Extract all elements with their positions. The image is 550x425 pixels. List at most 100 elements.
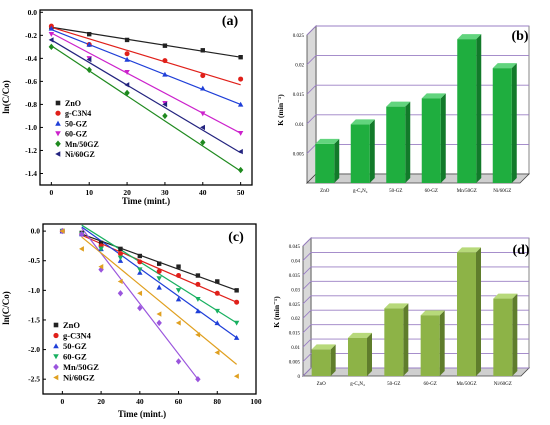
panel-b-label: (b)	[511, 29, 528, 44]
legend-label: 60-GZ	[63, 352, 87, 362]
bar	[350, 124, 370, 183]
fit-line	[51, 32, 241, 134]
bar	[492, 68, 512, 183]
data-point	[124, 89, 130, 97]
category-label: 60-GZ	[425, 189, 438, 194]
data-point	[137, 253, 143, 259]
x-tick-label: 20	[123, 188, 131, 197]
data-point	[79, 246, 84, 252]
panel-a-xlabel: Time (mint.)	[122, 196, 170, 206]
category-label: Ni/60GZ	[493, 189, 511, 194]
panel-a-ylabel: ln(C/Co)	[1, 80, 11, 114]
x-tick-label: 30	[161, 188, 169, 197]
panel-b-ylabel: K (min⁻¹)	[276, 94, 285, 126]
legend-marker	[55, 100, 61, 106]
data-point	[79, 230, 85, 238]
y-tick-label: -2.0	[28, 345, 40, 354]
legend-marker	[53, 363, 59, 371]
gridline	[302, 309, 529, 319]
legend-label: g-C3N4	[63, 331, 92, 341]
legend-label: Mn/50GZ	[65, 140, 99, 149]
data-point	[137, 259, 143, 265]
panel-a-plot-frame	[39, 9, 253, 186]
panel-d-bar-chart: K (min⁻¹) (d) 0 0.005 0.01 0.015 0.02 0.025 0.…	[272, 237, 530, 387]
y-tick-label: -1.5	[28, 315, 40, 324]
y-tick-label: -1.2	[25, 146, 37, 155]
bar	[315, 143, 335, 183]
bar-top	[420, 310, 445, 316]
data-point	[86, 56, 92, 63]
y-tick-label: 0.045	[289, 245, 301, 250]
data-point	[86, 41, 92, 47]
y-tick-label: 0.015	[293, 93, 305, 98]
gridline	[302, 324, 529, 333]
data-point	[200, 139, 206, 146]
data-point	[215, 279, 220, 284]
bar-top	[457, 247, 481, 253]
data-point	[118, 246, 123, 252]
bar-side	[405, 101, 411, 183]
x-tick-label: 0	[49, 188, 53, 197]
panel-c-plot-frame	[42, 223, 257, 395]
data-point	[195, 375, 201, 383]
x-tick-label: 100	[250, 397, 262, 406]
bar	[386, 106, 406, 183]
gridline	[302, 338, 529, 348]
bar-side	[476, 247, 481, 376]
panel-c-ylabel: ln(C/Co)	[1, 291, 11, 325]
data-point	[156, 276, 162, 282]
y-tick-label: -1.4	[25, 169, 37, 178]
fit-line	[51, 26, 241, 58]
data-point	[200, 85, 206, 91]
data-point	[137, 290, 143, 297]
x-tick-label: 0	[60, 397, 64, 406]
data-point	[237, 166, 244, 174]
plot-left-wall	[306, 25, 317, 184]
legend-marker	[53, 343, 59, 349]
data-point	[124, 56, 130, 62]
gridline	[302, 353, 529, 362]
x-tick-label: 20	[97, 397, 105, 406]
data-point	[162, 71, 168, 77]
legend-label: ZnO	[63, 320, 80, 330]
legend-marker	[55, 131, 61, 137]
data-point	[195, 281, 201, 287]
bar-top	[315, 138, 340, 144]
y-tick-label: 0.01	[291, 346, 300, 351]
legend-marker	[53, 354, 59, 360]
y-tick-label: 0.035	[289, 274, 301, 279]
data-point	[176, 264, 181, 269]
y-tick-label: 0.01	[295, 123, 304, 128]
data-point	[48, 37, 54, 43]
bar-side	[476, 34, 482, 184]
data-point	[156, 261, 162, 266]
bar-top	[384, 303, 409, 309]
data-point	[162, 43, 168, 48]
data-point	[117, 258, 124, 263]
data-point	[175, 288, 182, 294]
bar-top	[348, 332, 372, 338]
bar-side	[511, 63, 517, 183]
data-point	[162, 101, 168, 108]
legend-marker	[53, 322, 59, 328]
gridline	[302, 266, 529, 276]
data-point	[48, 31, 55, 37]
data-point	[214, 320, 220, 326]
bar-side	[439, 310, 445, 376]
x-tick-label: 40	[136, 397, 144, 406]
y-tick-label: -0.2	[25, 31, 37, 40]
fit-line	[51, 39, 241, 154]
data-point	[124, 37, 130, 43]
panel-d-label: (d)	[512, 243, 529, 258]
y-tick-label: 0	[298, 375, 301, 380]
data-point	[195, 332, 201, 338]
fit-line	[81, 224, 237, 324]
bar	[311, 349, 331, 376]
y-tick-label: -0.5	[28, 256, 40, 265]
bar-top	[350, 119, 375, 125]
data-point	[200, 124, 205, 131]
panel-a-line-chart: (a) Time (mint.) ln(C/Co) 0 10 20 30 40 50 0.0…	[1, 8, 253, 206]
category-label: ZnO	[317, 382, 327, 387]
category-label: 60-GZ	[423, 382, 436, 387]
